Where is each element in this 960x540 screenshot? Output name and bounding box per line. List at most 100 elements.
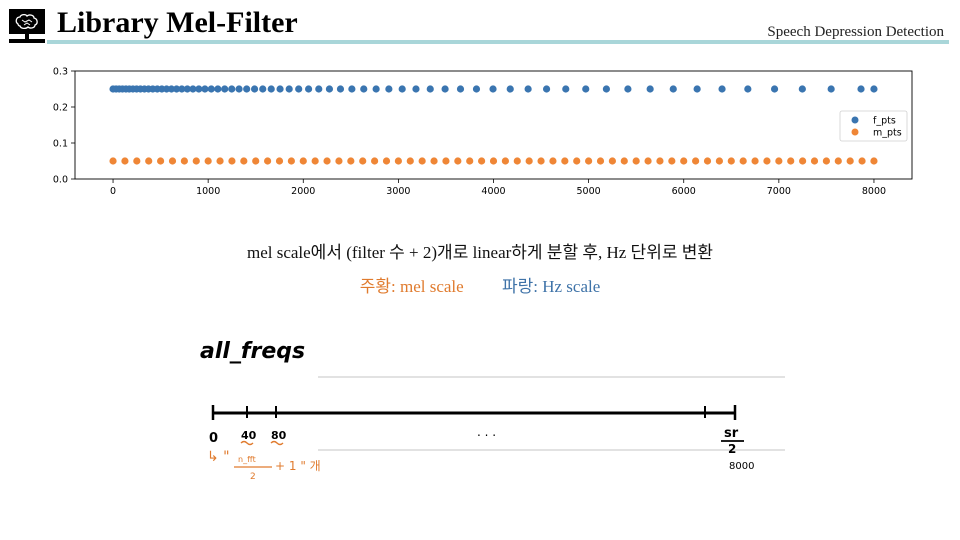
m_pts-point-14 <box>275 157 284 165</box>
f_pts-point-34 <box>304 85 313 93</box>
y-tick-label-1: 0.1 <box>53 139 68 150</box>
m_pts-point-42 <box>608 157 616 165</box>
y-tick-label-3: 0.3 <box>53 67 68 78</box>
m_pts-point-19 <box>335 157 343 165</box>
m_pts-point-54 <box>751 157 759 165</box>
m_pts-point-48 <box>680 157 688 165</box>
m_pts-point-5 <box>168 157 177 165</box>
m_pts-point-45 <box>644 157 652 165</box>
f_pts-point-36 <box>325 85 334 93</box>
m_pts-point-1 <box>121 157 129 165</box>
caption-main: mel scale에서 (filter 수 + 2)개로 linear하게 분할… <box>246 243 714 262</box>
m_pts-point-7 <box>192 157 200 165</box>
header-divider <box>47 40 949 44</box>
f_pts-point-16 <box>172 85 181 93</box>
brain-monitor-logo <box>9 9 45 43</box>
f_pts-point-30 <box>267 85 275 93</box>
f_pts-point-37 <box>336 85 345 93</box>
x-tick-label-8: 8000 <box>862 186 886 197</box>
f_pts-point-17 <box>178 85 186 93</box>
f_pts-point-46 <box>456 85 465 93</box>
x-tick-label-7: 7000 <box>767 186 791 197</box>
m_pts-point-17 <box>311 157 319 165</box>
f_pts-point-62 <box>798 85 806 93</box>
legend-marker-m-pts <box>851 128 859 136</box>
m_pts-point-9 <box>216 157 224 165</box>
f_pts-point-26 <box>235 85 243 93</box>
m_pts-point-49 <box>692 157 700 165</box>
m_pts-point-3 <box>145 157 153 165</box>
sketch-title: all_freqs <box>200 339 305 364</box>
sr-label: sr <box>724 426 739 441</box>
x-tick-label-0: 0 <box>110 186 116 197</box>
m_pts-point-40 <box>585 157 593 165</box>
m_pts-point-33 <box>501 157 509 165</box>
m_pts-point-39 <box>573 157 581 165</box>
f_pts-point-27 <box>243 85 251 93</box>
x-tick-label-3: 3000 <box>386 186 410 197</box>
m_pts-point-13 <box>264 157 272 165</box>
m_pts-point-55 <box>763 157 771 165</box>
m_pts-point-62 <box>846 157 854 165</box>
legend-label-f-pts: f_pts <box>873 116 896 127</box>
f_pts-point-38 <box>348 85 356 93</box>
m_pts-point-32 <box>489 157 498 165</box>
f_pts-point-20 <box>195 85 203 93</box>
m_pts-point-50 <box>703 157 712 165</box>
m_pts-point-38 <box>561 157 569 165</box>
m_pts-point-64 <box>870 157 878 165</box>
x-tick-label-2: 2000 <box>291 186 315 197</box>
f_pts-point-31 <box>276 85 284 93</box>
m_pts-point-52 <box>727 157 735 165</box>
f_pts-point-61 <box>770 85 779 93</box>
f_pts-point-19 <box>189 85 197 93</box>
m_pts-point-37 <box>549 157 557 165</box>
f_pts-point-42 <box>398 85 406 93</box>
f_pts-point-28 <box>250 85 259 93</box>
m_pts-point-0 <box>109 157 117 165</box>
f_pts-point-65 <box>870 85 878 93</box>
note-rest: + 1 " 개 <box>275 459 321 473</box>
f_pts-point-55 <box>624 85 632 93</box>
m_pts-point-25 <box>406 157 414 165</box>
x-axis: 0 1000 2000 3000 4000 5000 6000 7000 8000 <box>110 179 886 197</box>
m_pts-point-21 <box>359 157 367 165</box>
m_pts-point-29 <box>454 157 462 165</box>
x-tick-label-1: 1000 <box>196 186 220 197</box>
f_pts-point-21 <box>201 85 209 93</box>
y-tick-label-0: 0.0 <box>53 175 68 186</box>
f_pts-point-35 <box>315 85 323 93</box>
f_pts-point-45 <box>441 85 449 93</box>
f_pts-point-25 <box>228 85 236 93</box>
caption-hz-scale: 파랑: Hz scale <box>501 277 601 296</box>
m_pts-point-27 <box>430 157 438 165</box>
legend-marker-f-pts <box>851 116 859 124</box>
m_pts-point-24 <box>394 157 402 165</box>
sr-value: 8000 <box>729 461 754 472</box>
slide-subtitle: Speech Depression Detection <box>767 24 944 40</box>
f_pts-point-56 <box>646 85 654 93</box>
m_pts-point-56 <box>775 157 783 165</box>
m_pts-point-34 <box>513 157 521 165</box>
y-tick-label-2: 0.2 <box>53 103 68 114</box>
f_pts-point-57 <box>669 85 677 93</box>
underline-40 <box>240 440 254 446</box>
m_pts-point-2 <box>133 157 141 165</box>
slide-title: Library Mel-Filter <box>57 6 298 39</box>
m_pts-point-61 <box>834 157 842 165</box>
m_pts-point-23 <box>382 157 391 165</box>
m_pts-point-22 <box>371 157 379 165</box>
f_pts-point-63 <box>827 85 835 93</box>
note-arrow: ↳ " <box>207 449 230 465</box>
handwritten-sketch: all_freqs 0 40 80 . . . sr 2 8000 ↳ " n_… <box>200 339 785 480</box>
legend-label-m-pts: m_pts <box>873 128 902 139</box>
ellipsis: . . . <box>477 425 496 439</box>
f_pts-point-18 <box>183 85 191 93</box>
m_pts-point-46 <box>656 157 664 165</box>
m_pts-point-63 <box>858 157 866 165</box>
m_pts-point-6 <box>180 157 188 165</box>
m_pts-point-41 <box>596 157 605 165</box>
f_pts-point-32 <box>285 85 293 93</box>
m_pts-point-59 <box>810 157 819 165</box>
m_pts-point-16 <box>299 157 307 165</box>
